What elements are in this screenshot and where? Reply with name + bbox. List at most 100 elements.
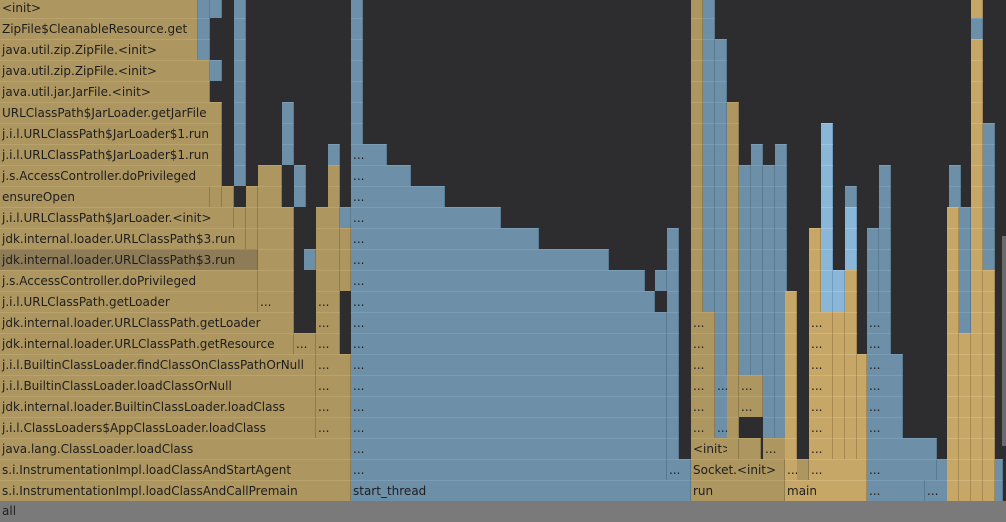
- frame-block[interactable]: [667, 291, 679, 312]
- frame-block[interactable]: [971, 354, 983, 375]
- frame-block[interactable]: [867, 228, 879, 249]
- frame-block[interactable]: [971, 18, 983, 39]
- frame-block[interactable]: [821, 228, 833, 249]
- frame-ellipsis[interactable]: ...: [763, 438, 787, 459]
- frame-block[interactable]: [351, 0, 363, 18]
- vertical-scrollbar[interactable]: [1002, 236, 1006, 446]
- frame-block[interactable]: [971, 396, 983, 417]
- frame-block[interactable]: [282, 144, 294, 165]
- frame-jarloader1-run-inner[interactable]: j.i.l.URLClassPath$JarLoader$1.run: [0, 123, 222, 144]
- frame-block[interactable]: [691, 81, 703, 102]
- frame-block[interactable]: [667, 354, 679, 375]
- frame-block[interactable]: [703, 291, 715, 312]
- frame-loadclassornull[interactable]: j.i.l.BuiltinClassLoader.loadClassOrNull: [0, 375, 316, 396]
- frame-ellipsis[interactable]: ...: [867, 333, 891, 354]
- frame-block[interactable]: [763, 312, 775, 333]
- frame-block[interactable]: [833, 270, 845, 291]
- frame-block[interactable]: [727, 291, 739, 312]
- frame-block[interactable]: [282, 102, 294, 123]
- frame-block[interactable]: [691, 0, 703, 18]
- frame-block[interactable]: [715, 123, 727, 144]
- frame-block[interactable]: [703, 228, 715, 249]
- frame-block[interactable]: [959, 438, 971, 459]
- frame-block[interactable]: [258, 186, 282, 207]
- frame-block[interactable]: [775, 228, 787, 249]
- frame-block[interactable]: [959, 312, 971, 333]
- frame-block[interactable]: [351, 60, 363, 81]
- frame-block[interactable]: [763, 207, 775, 228]
- frame-block[interactable]: [775, 186, 787, 207]
- frame-block[interactable]: [983, 459, 995, 480]
- frame-block[interactable]: [763, 249, 775, 270]
- frame-block[interactable]: [879, 291, 891, 312]
- frame-block[interactable]: [947, 396, 959, 417]
- frame-socket-init[interactable]: Socket.<init>: [691, 459, 785, 480]
- frame-block[interactable]: [328, 144, 340, 165]
- frame-block[interactable]: [775, 270, 787, 291]
- frame-ellipsis[interactable]: ...: [316, 417, 351, 438]
- frame-block[interactable]: [959, 333, 971, 354]
- frame-block[interactable]: [959, 249, 971, 270]
- frame-ellipsis[interactable]: ...: [809, 396, 833, 417]
- frame-block[interactable]: [679, 459, 691, 480]
- frame-block[interactable]: [947, 438, 959, 459]
- frame-jarloader-init[interactable]: j.i.l.URLClassPath$JarLoader.<init>: [0, 207, 246, 228]
- frame-block[interactable]: [703, 144, 715, 165]
- frame-ellipsis[interactable]: ...: [739, 375, 763, 396]
- frame-block[interactable]: [879, 270, 891, 291]
- frame-block[interactable]: [727, 396, 739, 417]
- frame-block[interactable]: [727, 417, 739, 438]
- frame-block[interactable]: [703, 249, 715, 270]
- frame-block[interactable]: [751, 186, 763, 207]
- frame-block[interactable]: [821, 144, 833, 165]
- frame-block[interactable]: [691, 18, 703, 39]
- frame-block[interactable]: [258, 249, 294, 270]
- frame-ellipsis[interactable]: ...: [809, 333, 833, 354]
- frame-block[interactable]: [857, 375, 867, 396]
- frame-block[interactable]: [328, 165, 340, 186]
- frame-block[interactable]: [691, 291, 703, 312]
- frame-block[interactable]: [947, 459, 959, 480]
- frame-block[interactable]: [775, 249, 787, 270]
- frame-block[interactable]: [947, 249, 959, 270]
- frame-block[interactable]: [971, 438, 983, 459]
- frame-block[interactable]: [947, 312, 959, 333]
- frame-block[interactable]: [959, 480, 971, 501]
- frame-block[interactable]: [316, 249, 340, 270]
- frame-block[interactable]: [809, 270, 821, 291]
- frame-init[interactable]: <init>: [0, 0, 198, 18]
- frame-block[interactable]: [351, 39, 363, 60]
- frame-block[interactable]: [328, 186, 340, 207]
- frame-block[interactable]: [763, 417, 775, 438]
- frame-block[interactable]: [763, 165, 775, 186]
- frame-block[interactable]: [715, 333, 727, 354]
- frame-block[interactable]: [971, 312, 983, 333]
- frame-block[interactable]: [703, 270, 715, 291]
- frame-block[interactable]: [727, 375, 739, 396]
- frame-ellipsis[interactable]: ...: [351, 375, 667, 396]
- frame-block[interactable]: [983, 186, 995, 207]
- frame-ellipsis[interactable]: ...: [351, 249, 609, 270]
- frame-block[interactable]: [879, 186, 891, 207]
- frame-block[interactable]: [867, 438, 937, 459]
- frame-urlclasspath-getloader[interactable]: jdk.internal.loader.URLClassPath.getLoad…: [0, 312, 294, 333]
- frame-block[interactable]: [316, 270, 340, 291]
- frame-block[interactable]: [739, 354, 751, 375]
- frame-block[interactable]: [947, 417, 959, 438]
- frame-main[interactable]: main: [785, 480, 867, 501]
- frame-ellipsis[interactable]: ...: [294, 333, 316, 354]
- frame-block[interactable]: [234, 81, 246, 102]
- frame-block[interactable]: [246, 186, 258, 207]
- frame-block[interactable]: [316, 207, 340, 228]
- frame-block[interactable]: [715, 207, 727, 228]
- frame-block[interactable]: [947, 270, 959, 291]
- frame-block[interactable]: [222, 186, 234, 207]
- frame-block[interactable]: [971, 270, 983, 291]
- frame-block[interactable]: [751, 291, 763, 312]
- frame-block[interactable]: [959, 375, 971, 396]
- frame-ellipsis[interactable]: ...: [809, 354, 833, 375]
- frame-block[interactable]: [983, 270, 995, 291]
- frame-block[interactable]: [971, 228, 983, 249]
- frame-block[interactable]: [727, 186, 739, 207]
- frame-block[interactable]: [971, 249, 983, 270]
